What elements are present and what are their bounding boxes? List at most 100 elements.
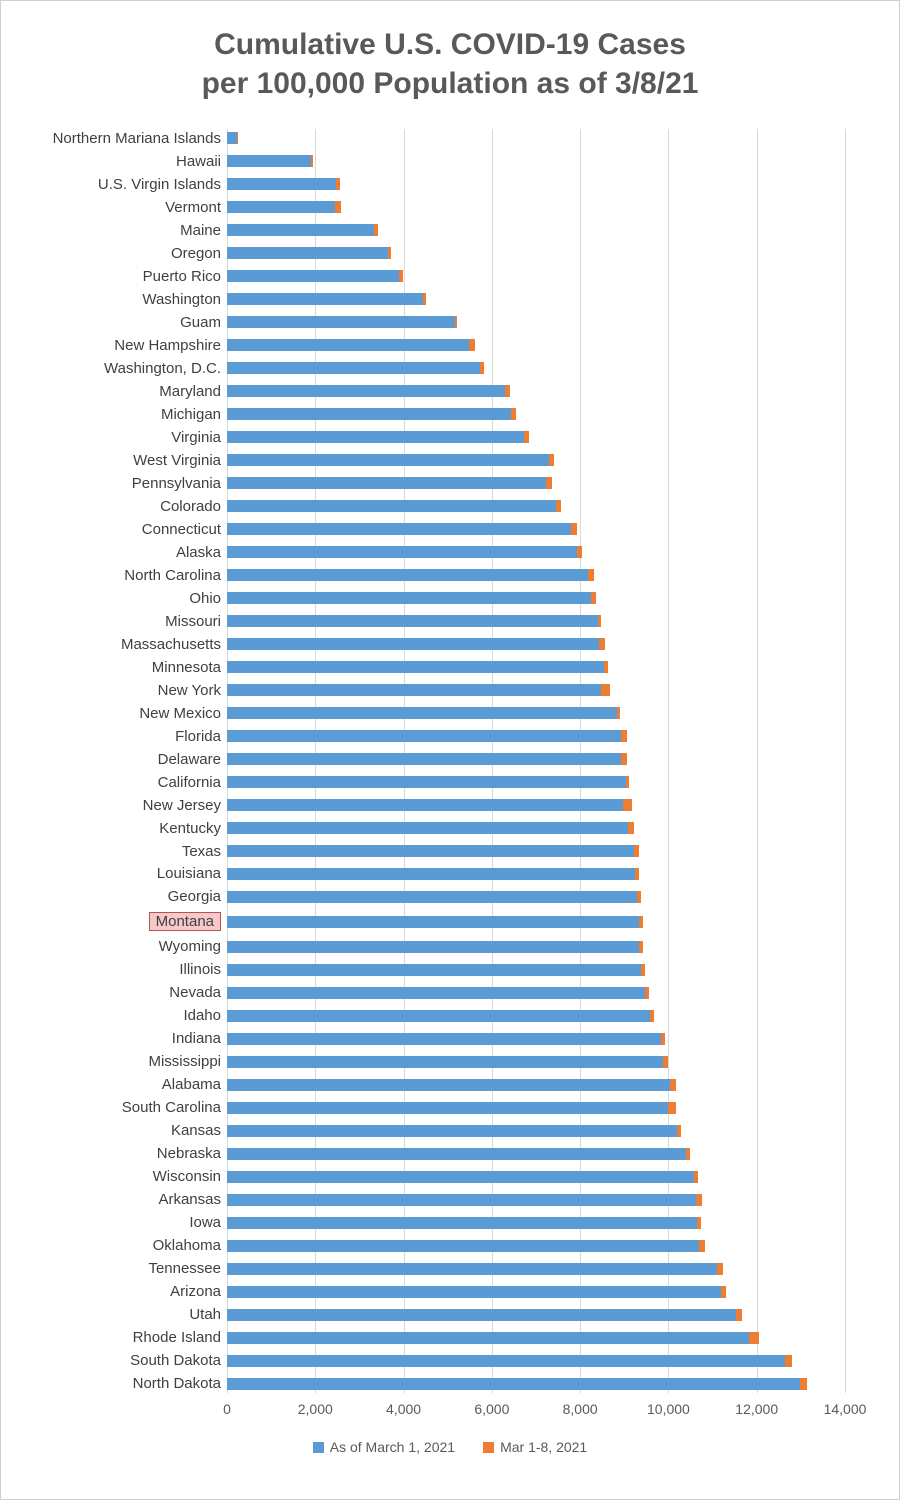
bar-row: Missouri	[9, 610, 891, 633]
category-label: Connecticut	[9, 522, 227, 537]
bar-track	[227, 500, 845, 513]
bar-row: Nevada	[9, 981, 891, 1004]
category-label: Northern Mariana Islands	[9, 131, 227, 146]
bar-row: Puerto Rico	[9, 265, 891, 288]
bar-segment-as-of-march-1	[227, 1055, 664, 1068]
category-label-text: Oklahoma	[152, 1237, 221, 1255]
category-label: Massachusetts	[9, 637, 227, 652]
category-label: Georgia	[9, 889, 227, 904]
category-label-text: New Hampshire	[114, 336, 221, 354]
gridline	[845, 129, 846, 1393]
x-axis-tick-label: 4,000	[386, 1401, 422, 1417]
bar-rows: Northern Mariana Islands Hawaii U.S. Virgi…	[9, 127, 891, 1395]
category-label: Florida	[9, 729, 227, 744]
bar-segment-mar-1-8	[694, 1170, 698, 1183]
bar-track	[227, 1009, 845, 1022]
bar-segment-mar-1-8	[601, 684, 610, 697]
bar-segment-as-of-march-1	[227, 707, 618, 720]
bar-segment-mar-1-8	[599, 638, 606, 651]
bar-segment-as-of-march-1	[227, 1377, 801, 1390]
bar-row: California	[9, 771, 891, 794]
plot-area: Northern Mariana Islands Hawaii U.S. Virgi…	[9, 127, 891, 1395]
bar-segment-as-of-march-1	[227, 638, 600, 651]
bar-track	[227, 822, 845, 835]
category-label-text: Guam	[180, 313, 221, 331]
category-label: Nebraska	[9, 1146, 227, 1161]
bar-row: Nebraska	[9, 1142, 891, 1165]
bar-row: Maine	[9, 219, 891, 242]
bar-track	[227, 776, 845, 789]
bar-track	[227, 890, 845, 903]
bar-segment-as-of-march-1	[227, 316, 456, 329]
bar-segment-mar-1-8	[504, 385, 510, 398]
bar-track	[227, 201, 845, 214]
bar-track	[227, 477, 845, 490]
bar-row: Guam	[9, 311, 891, 334]
bar-segment-mar-1-8	[685, 1147, 691, 1160]
bar-track	[227, 339, 845, 352]
bar-segment-as-of-march-1	[227, 523, 571, 536]
bar-track	[227, 845, 845, 857]
bar-segment-as-of-march-1	[227, 500, 556, 513]
x-axis-tick-label: 8,000	[562, 1401, 598, 1417]
bar-segment-mar-1-8	[641, 963, 646, 976]
bar-segment-mar-1-8	[696, 1193, 702, 1206]
bar-track	[227, 224, 845, 237]
bar-segment-as-of-march-1	[227, 1147, 686, 1160]
bar-row: Texas	[9, 840, 891, 863]
category-label: Mississippi	[9, 1054, 227, 1069]
bar-track	[227, 1216, 845, 1229]
bar-track	[227, 940, 845, 953]
bar-segment-as-of-march-1	[227, 592, 592, 605]
legend-label: Mar 1-8, 2021	[500, 1439, 588, 1455]
category-label: Kentucky	[9, 821, 227, 836]
bar-segment-mar-1-8	[455, 316, 457, 329]
bar-row: New York	[9, 679, 891, 702]
bar-segment-as-of-march-1	[227, 1170, 695, 1183]
category-label-text: Texas	[181, 842, 221, 860]
bar-track	[227, 1377, 845, 1390]
bar-segment-mar-1-8	[720, 1285, 727, 1298]
legend-label: As of March 1, 2021	[329, 1439, 456, 1455]
category-label-text: Kansas	[170, 1122, 221, 1140]
bar-row: Connecticut	[9, 518, 891, 541]
bar-track	[227, 1331, 845, 1344]
category-label: Guam	[9, 315, 227, 330]
bar-segment-mar-1-8	[634, 867, 639, 880]
bar-segment-mar-1-8	[597, 615, 602, 628]
category-label: Washington	[9, 292, 227, 307]
bar-segment-as-of-march-1	[227, 776, 626, 789]
bar-segment-as-of-march-1	[227, 822, 629, 835]
category-label: Kansas	[9, 1123, 227, 1138]
bar-segment-mar-1-8	[698, 1239, 705, 1252]
category-label-text: Georgia	[167, 888, 221, 906]
category-label: Oregon	[9, 246, 227, 261]
bar-segment-mar-1-8	[336, 178, 340, 191]
category-label-text: Wisconsin	[152, 1168, 221, 1186]
legend-swatch-blue	[312, 1441, 324, 1453]
bar-row: Wisconsin	[9, 1165, 891, 1188]
category-label-text: Massachusetts	[120, 635, 221, 653]
bar-segment-mar-1-8	[636, 890, 642, 903]
category-label: Idaho	[9, 1008, 227, 1023]
category-label: Alaska	[9, 545, 227, 560]
bar-segment-mar-1-8	[800, 1377, 808, 1390]
category-label: Virginia	[9, 430, 227, 445]
category-label: Puerto Rico	[9, 269, 227, 284]
bar-segment-as-of-march-1	[227, 1239, 699, 1252]
bar-segment-mar-1-8	[510, 408, 517, 421]
category-label-text: Vermont	[165, 198, 221, 216]
bar-track	[227, 1285, 845, 1298]
category-label: Illinois	[9, 962, 227, 977]
category-label: Missouri	[9, 614, 227, 629]
bar-row: South Carolina	[9, 1096, 891, 1119]
bar-segment-mar-1-8	[570, 523, 578, 536]
bar-row: Vermont	[9, 196, 891, 219]
bar-segment-as-of-march-1	[227, 684, 602, 697]
bar-track	[227, 247, 845, 260]
category-label-text: Illinois	[179, 961, 221, 979]
category-label-text: Puerto Rico	[142, 267, 221, 285]
bar-segment-as-of-march-1	[227, 431, 524, 444]
category-label: Delaware	[9, 752, 227, 767]
bar-segment-as-of-march-1	[227, 224, 374, 237]
